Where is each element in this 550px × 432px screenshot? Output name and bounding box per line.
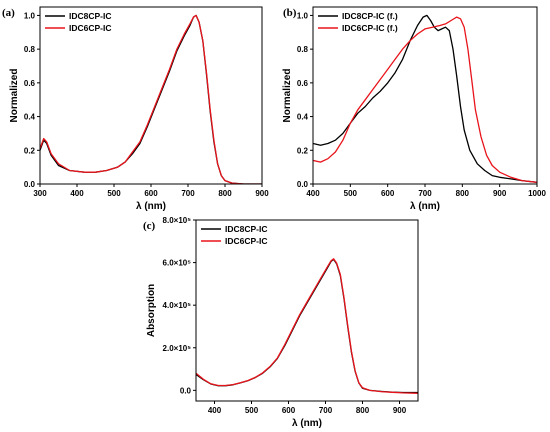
y-axis-label: Normalized xyxy=(9,69,20,123)
y-tick-label: 0.4 xyxy=(24,113,36,122)
series-line-2 xyxy=(196,258,418,394)
legend: IDC8CP-IC (f.) IDC6CP-IC (f.) xyxy=(318,11,398,33)
panel-label: (b) xyxy=(283,7,297,19)
x-tick-label: 500 xyxy=(107,189,121,198)
x-tick-label: 900 xyxy=(493,189,507,198)
series-line-2 xyxy=(40,14,262,184)
y-axis-label: Absorption xyxy=(146,284,157,337)
x-tick-label: 600 xyxy=(144,189,158,198)
legend-label-1: IDC8CP-IC (f.) xyxy=(342,11,398,21)
x-tick-label: 300 xyxy=(33,189,47,198)
y-tick-label: 0.0 xyxy=(24,180,36,189)
y-tick-label: 0.4 xyxy=(297,113,309,122)
y-tick-label: 1.0 xyxy=(24,11,36,20)
y-tick-label: 0.0 xyxy=(297,180,309,189)
x-tick-label: 900 xyxy=(393,406,407,415)
x-axis-label: λ (nm) xyxy=(292,418,322,429)
series-line-1 xyxy=(313,14,537,183)
x-tick-label: 800 xyxy=(356,406,370,415)
x-tick-label: 800 xyxy=(456,189,470,198)
y-tick-label: 0.6 xyxy=(24,79,36,88)
y-tick-label: 8.0×10⁵ xyxy=(163,216,192,225)
legend: IDC8CP-IC IDC6CP-IC xyxy=(45,11,112,33)
x-axis-label: λ (nm) xyxy=(410,201,440,212)
y-tick-label: 1.0 xyxy=(297,11,309,20)
plot-frame xyxy=(195,219,419,402)
panel-label: (a) xyxy=(2,7,15,19)
x-tick-label: 700 xyxy=(319,406,333,415)
legend: IDC8CP-IC IDC6CP-IC xyxy=(201,224,268,246)
y-tick-label: 0.2 xyxy=(297,146,309,155)
legend-label-1: IDC8CP-IC xyxy=(69,11,112,21)
x-axis-label: λ (nm) xyxy=(136,201,166,212)
y-tick-label: 0.0 xyxy=(180,386,192,395)
series-line-2 xyxy=(313,16,537,183)
y-tick-label: 0.2 xyxy=(24,146,36,155)
legend-label-2: IDC6CP-IC xyxy=(69,23,112,33)
y-tick-label: 0.6 xyxy=(297,79,309,88)
x-tick-label: 500 xyxy=(344,189,358,198)
x-tick-label: 1000 xyxy=(528,189,546,198)
panel-a: (a) 300 400 500 600 700 800 900 0.0 0.2 0.4 0.6 0.8 1… xyxy=(2,6,269,212)
x-tick-label: 700 xyxy=(418,189,432,198)
y-tick-label: 6.0×10⁵ xyxy=(163,259,192,268)
legend-label-2: IDC6CP-IC xyxy=(225,236,268,246)
panel-b: (b) 400 500 600 700 800 900 1000 0.0 0.2 0.4 0.6 0.8… xyxy=(282,6,546,212)
x-tick-label: 400 xyxy=(70,189,84,198)
y-axis-label: Normalized xyxy=(282,69,293,123)
plot-frame xyxy=(39,6,263,185)
series-line-1 xyxy=(196,258,418,394)
x-tick-label: 800 xyxy=(218,189,232,198)
panel-c: (c) 400 500 600 700 800 900 0.0 2.0×10⁵ 4.0×10⁵ 6.… xyxy=(143,216,419,429)
x-tick-label: 900 xyxy=(255,189,269,198)
legend-label-1: IDC8CP-IC xyxy=(225,224,268,234)
y-tick-label: 0.8 xyxy=(24,45,36,54)
plot-frame xyxy=(312,6,538,185)
legend-label-2: IDC6CP-IC (f.) xyxy=(342,23,398,33)
x-tick-label: 600 xyxy=(381,189,395,198)
x-tick-label: 700 xyxy=(181,189,195,198)
y-tick-label: 2.0×10⁵ xyxy=(163,344,192,353)
x-tick-label: 400 xyxy=(306,189,320,198)
y-tick-label: 0.8 xyxy=(297,45,309,54)
x-tick-label: 500 xyxy=(245,406,259,415)
y-tick-label: 4.0×10⁵ xyxy=(163,301,192,310)
x-tick-label: 600 xyxy=(282,406,296,415)
series-line-1 xyxy=(40,14,262,184)
x-tick-label: 400 xyxy=(208,406,222,415)
panel-label: (c) xyxy=(143,220,156,232)
